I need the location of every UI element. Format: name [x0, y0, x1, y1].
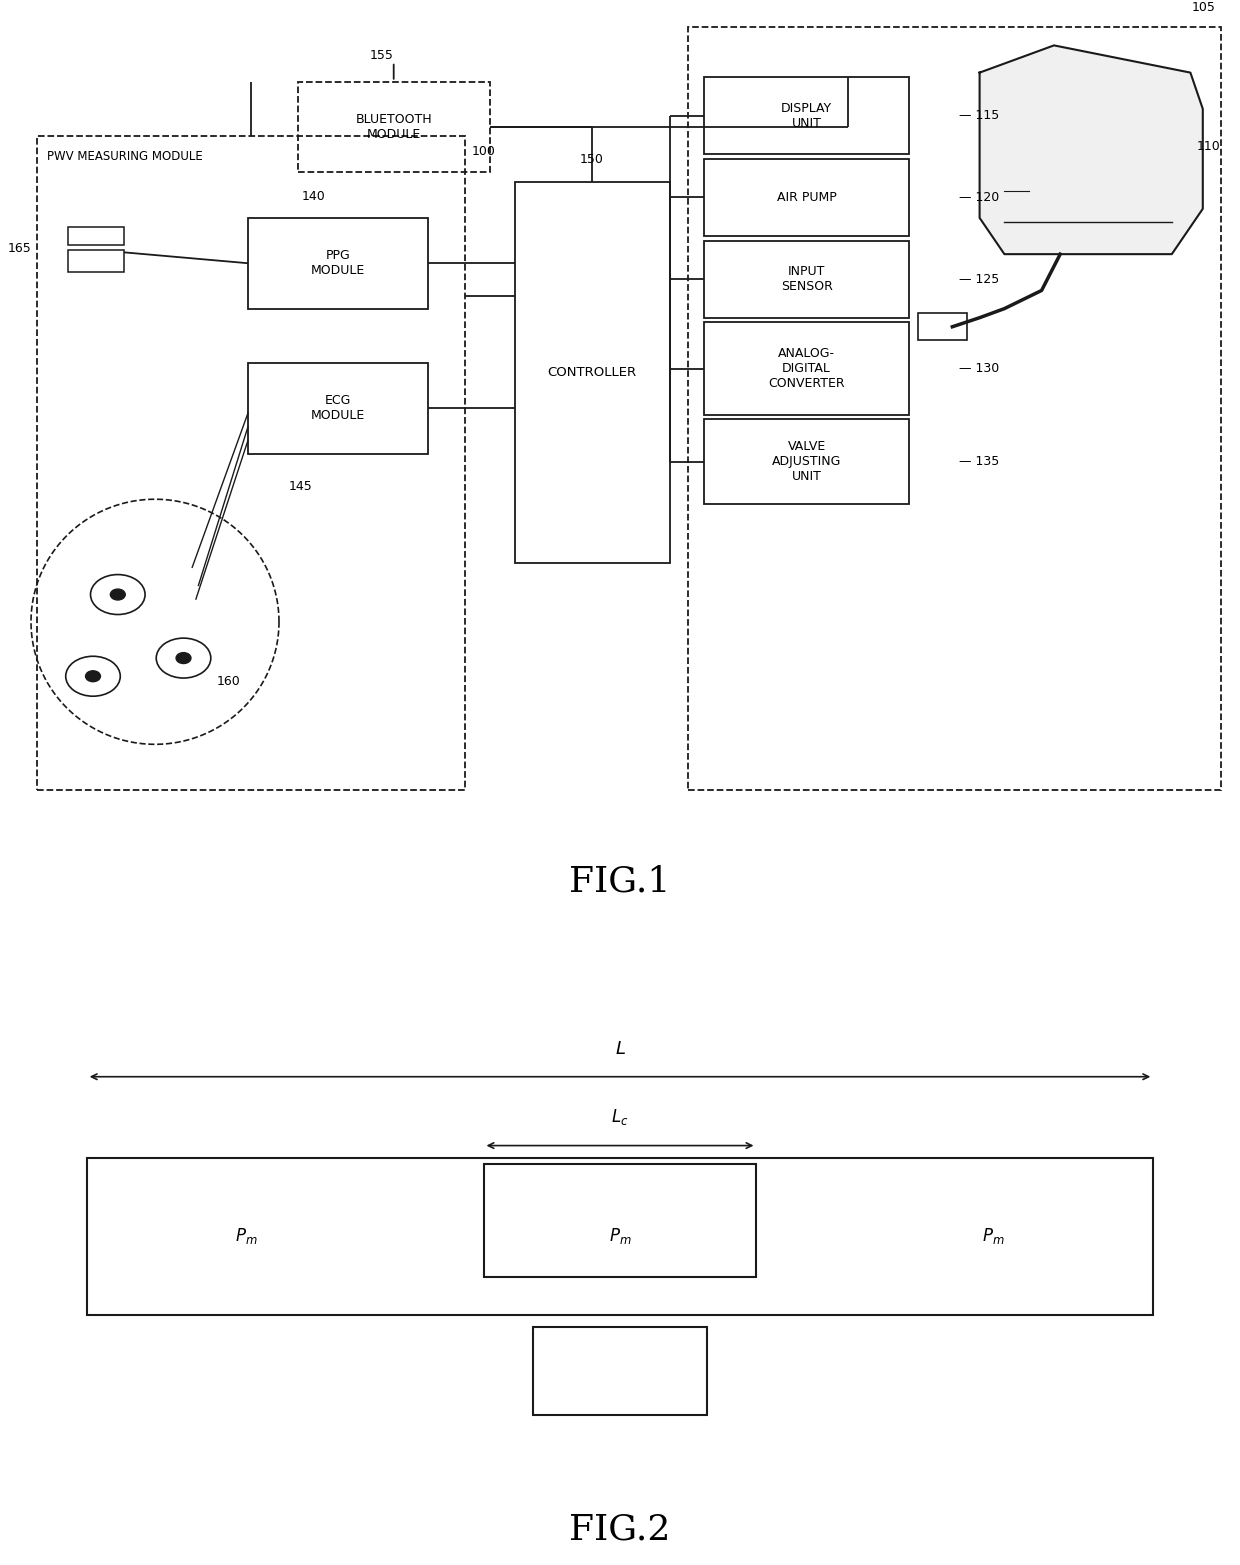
Bar [704, 241, 909, 318]
Text: $L$: $L$ [615, 1039, 625, 1058]
Bar [248, 218, 428, 308]
Text: — 135: — 135 [959, 455, 998, 468]
Text: AIR PUMP: AIR PUMP [776, 191, 837, 203]
Circle shape [156, 639, 211, 678]
Text: 140: 140 [301, 189, 325, 203]
Text: — 130: — 130 [959, 362, 998, 376]
Bar [298, 81, 490, 172]
Bar [484, 1164, 756, 1277]
Text: — 125: — 125 [959, 272, 998, 286]
Bar [68, 249, 124, 272]
Bar [515, 182, 670, 563]
Circle shape [110, 588, 125, 599]
Text: — 120: — 120 [959, 191, 998, 203]
Text: PPG
MODULE: PPG MODULE [311, 249, 365, 277]
Bar [68, 227, 124, 246]
Text: 110: 110 [1197, 139, 1220, 153]
Text: 160: 160 [217, 676, 241, 689]
Circle shape [176, 653, 191, 664]
Bar [37, 136, 465, 790]
Bar [704, 322, 909, 415]
Text: — 115: — 115 [959, 110, 998, 122]
Text: 145: 145 [289, 480, 312, 493]
Bar [248, 363, 428, 454]
Text: $L_c$: $L_c$ [611, 1106, 629, 1127]
Text: INPUT
SENSOR: INPUT SENSOR [781, 264, 832, 293]
Text: $P_m$: $P_m$ [982, 1227, 1004, 1246]
Text: 150: 150 [580, 153, 604, 166]
Bar [918, 313, 967, 341]
Bar [704, 419, 909, 504]
Text: 155: 155 [370, 49, 393, 63]
Text: DISPLAY
UNIT: DISPLAY UNIT [781, 102, 832, 130]
Polygon shape [980, 45, 1203, 254]
Text: $P_m$: $P_m$ [236, 1227, 258, 1246]
Circle shape [86, 671, 100, 682]
Circle shape [91, 574, 145, 615]
Bar [87, 1158, 1153, 1315]
Bar [704, 77, 909, 155]
Bar [688, 27, 1221, 790]
Text: ECG
MODULE: ECG MODULE [311, 394, 365, 423]
Text: $P_m$: $P_m$ [609, 1227, 631, 1246]
Bar [533, 1327, 707, 1415]
Text: BLUETOOTH
MODULE: BLUETOOTH MODULE [356, 113, 432, 141]
Circle shape [66, 656, 120, 696]
Text: CONTROLLER: CONTROLLER [548, 366, 636, 379]
Bar [704, 160, 909, 236]
Text: 165: 165 [7, 243, 31, 255]
Text: 105: 105 [1192, 0, 1215, 14]
Text: VALVE
ADJUSTING
UNIT: VALVE ADJUSTING UNIT [773, 440, 841, 484]
Text: 100: 100 [471, 146, 495, 158]
Text: ANALOG-
DIGITAL
CONVERTER: ANALOG- DIGITAL CONVERTER [769, 347, 844, 390]
Text: PWV MEASURING MODULE: PWV MEASURING MODULE [47, 150, 203, 163]
Text: FIG.1: FIG.1 [569, 864, 671, 898]
Text: FIG.2: FIG.2 [569, 1512, 671, 1546]
